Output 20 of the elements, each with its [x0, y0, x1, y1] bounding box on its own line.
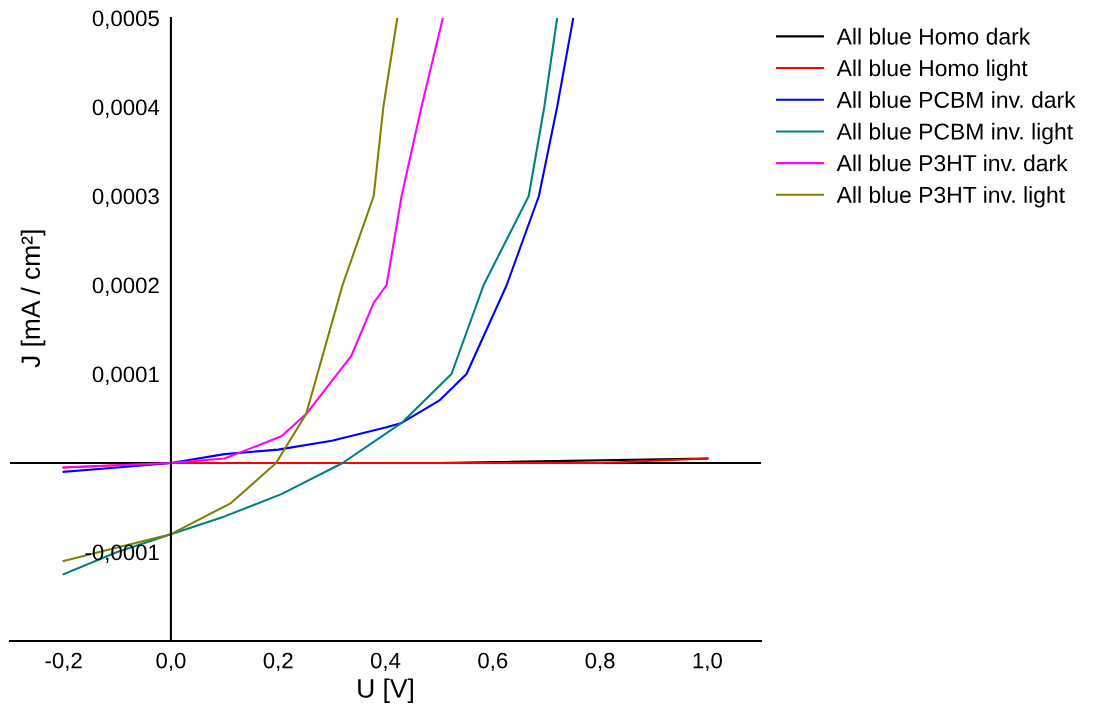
x-axis-title: U [V]	[358, 678, 413, 703]
y-tick-label: 0,0001	[92, 366, 159, 385]
x-tick-label: 0,4	[370, 652, 401, 672]
legend-label: All blue PCBM inv. dark	[836, 91, 1076, 108]
x-tick-label: 0,2	[263, 652, 293, 672]
x-tick-label: 1,0	[693, 652, 722, 672]
legend-label: All blue Homo light	[836, 59, 1028, 81]
x-tick-label: 0,0	[156, 652, 186, 672]
legend-label: All blue PCBM inv. light	[836, 122, 1073, 145]
y-tick-label: 0,0005	[92, 10, 159, 29]
y-axis-title: J [mA / cm²]	[20, 230, 46, 368]
x-tick-label: 0,8	[585, 652, 615, 672]
legend-label: All blue P3HT inv. dark	[836, 154, 1068, 172]
y-tick-label: 0,0002	[92, 277, 159, 296]
y-tick-label: 0,0004	[92, 99, 160, 118]
y-tick-label: 0,0003	[92, 188, 159, 207]
legend-label: All blue Homo dark	[836, 27, 1031, 45]
x-tick-label: -0,2	[45, 652, 82, 672]
legend-label: All blue P3HT inv. light	[836, 186, 1065, 208]
x-tick-label: 0,6	[478, 652, 508, 672]
